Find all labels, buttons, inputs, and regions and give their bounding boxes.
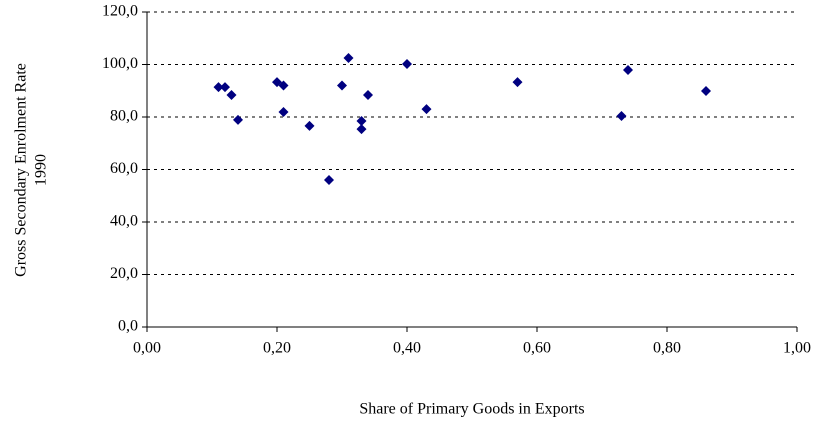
- y-tick-label: 80,0: [110, 108, 138, 125]
- x-tick-label: 0,40: [393, 340, 421, 357]
- point: [363, 89, 373, 100]
- x-tick-label: 0,60: [523, 340, 551, 357]
- y-axis-title-line: 1990: [33, 154, 50, 186]
- point: [616, 110, 627, 121]
- point: [402, 58, 412, 69]
- point: [623, 65, 633, 76]
- point: [324, 175, 334, 185]
- y-tick-label: 40,0: [110, 213, 138, 230]
- x-tick-label: 0,00: [133, 340, 161, 357]
- point: [701, 86, 711, 97]
- point: [512, 77, 523, 88]
- y-tick-label: 120,0: [102, 3, 138, 20]
- point: [233, 114, 243, 125]
- point: [356, 124, 367, 135]
- point: [343, 52, 354, 63]
- x-tick-label: 0,20: [263, 340, 291, 357]
- point: [213, 82, 224, 93]
- x-tick-label: 0,80: [653, 340, 681, 357]
- point: [356, 115, 367, 126]
- y-tick-label: 20,0: [110, 265, 138, 282]
- point: [278, 107, 289, 118]
- y-axis-title: Gross Secondary Enrolment Rate 1990: [13, 63, 50, 277]
- y-tick-label: 0,0: [118, 318, 138, 335]
- y-tick-label: 100,0: [102, 55, 138, 72]
- x-tick-label: 1,00: [783, 340, 811, 357]
- point: [304, 120, 315, 131]
- point: [278, 80, 289, 91]
- point: [220, 82, 230, 93]
- point: [226, 89, 237, 100]
- point: [337, 80, 347, 91]
- y-tick-label: 60,0: [110, 160, 138, 177]
- x-axis-title: Share of Primary Goods in Exports: [359, 401, 584, 418]
- y-axis-title-line: Gross Secondary Enrolment Rate: [13, 63, 30, 277]
- point: [421, 104, 432, 115]
